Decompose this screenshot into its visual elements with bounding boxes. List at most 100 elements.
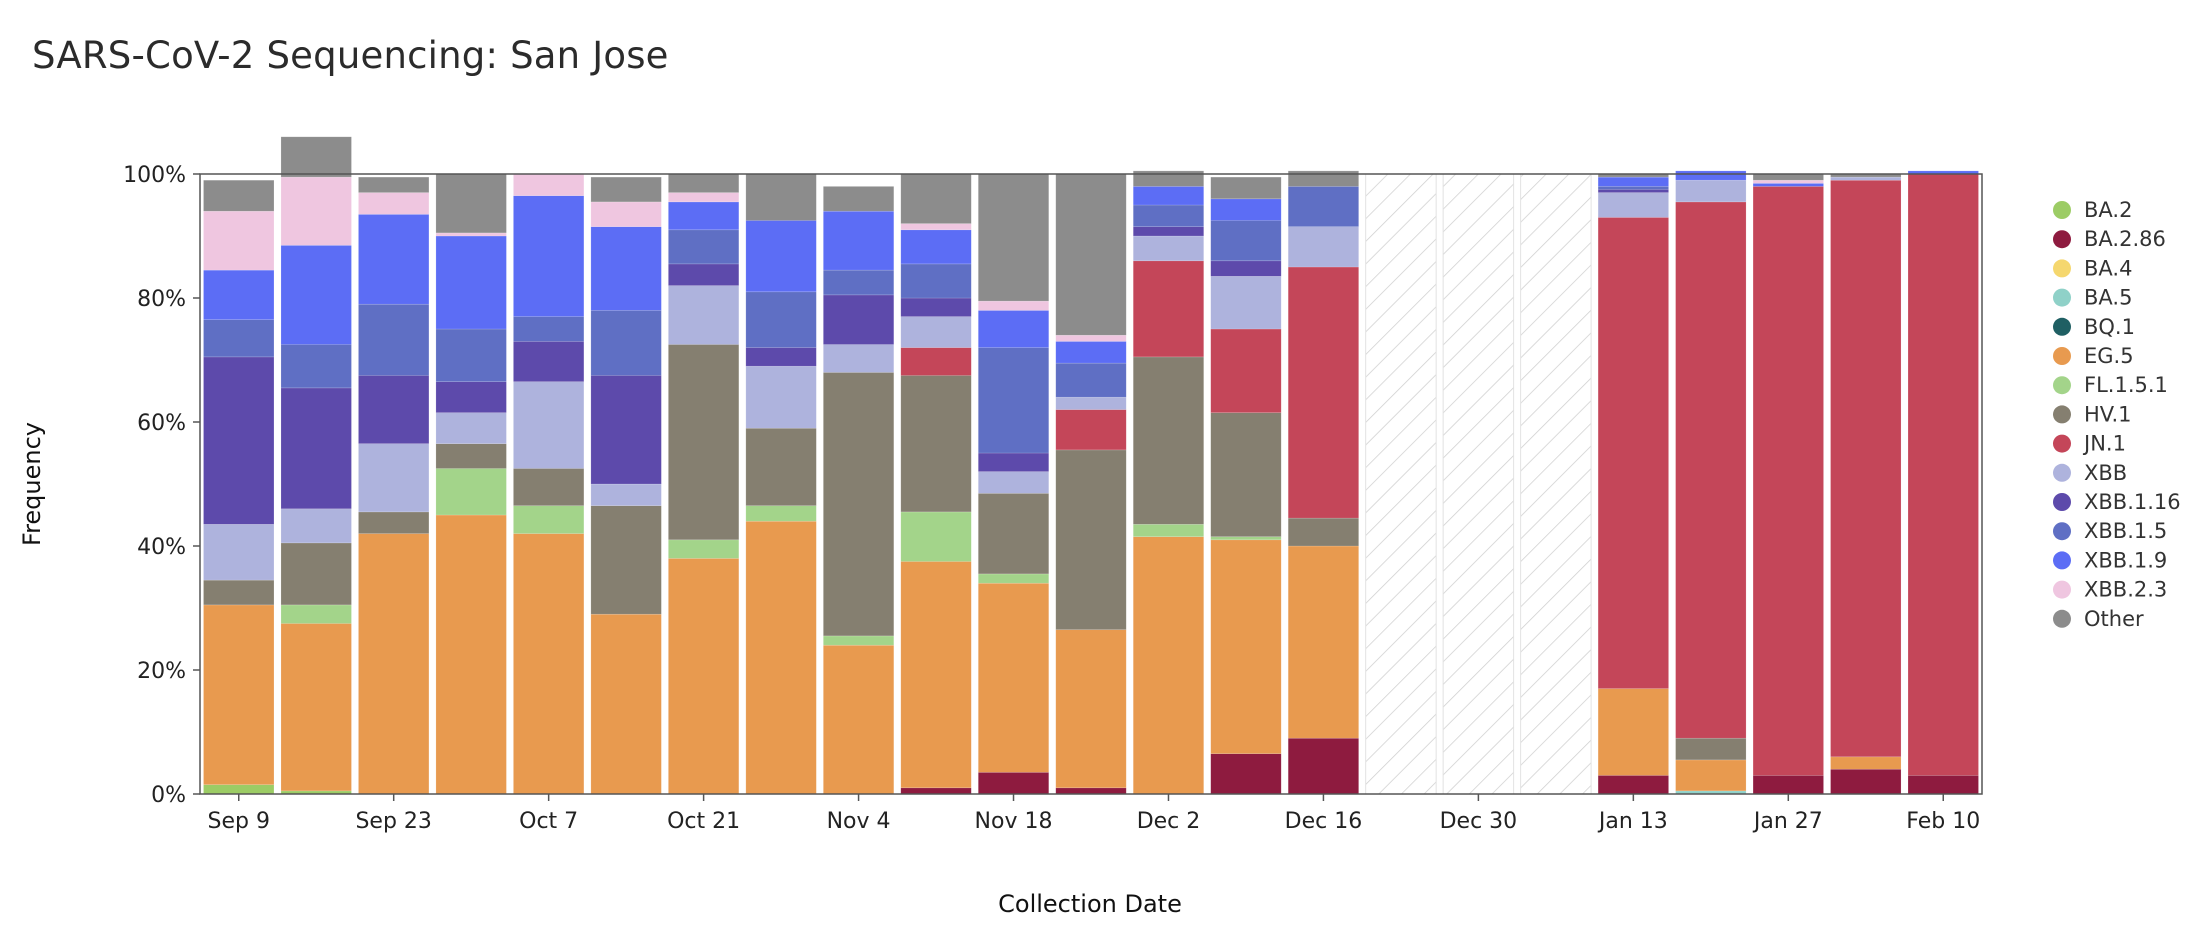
- bar-segment-jn-1-jan-13[interactable]: JN.1 Jan 13: [1597, 217, 1669, 689]
- bar-segment-hv-1-nov-25[interactable]: HV.1 Nov 25: [1055, 449, 1127, 630]
- bar-segment-xbb-dec-16[interactable]: XBB Dec 16: [1287, 226, 1359, 268]
- bar-segment-eg-5-oct-21[interactable]: EG.5 Oct 21: [668, 558, 740, 795]
- bar-segment-xbb-1-5-sep-16[interactable]: XBB.1.5 Sep 16: [280, 344, 352, 389]
- bar-segment-xbb-2-3-jan-27[interactable]: XBB.2.3 Jan 27: [1752, 179, 1824, 184]
- legend-swatch-other[interactable]: [2053, 609, 2071, 628]
- bar-segment-xbb-1-9-sep-30[interactable]: XBB.1.9 Sep 30: [435, 235, 507, 330]
- bar-segment-xbb-1-5-sep-30[interactable]: XBB.1.5 Sep 30: [435, 328, 507, 383]
- bar-segment-xbb-1-5-nov-4[interactable]: XBB.1.5 Nov 4: [823, 269, 895, 296]
- bar-segment-fl-1-5-1-nov-4[interactable]: FL.1.5.1 Nov 4: [823, 635, 895, 646]
- bar-segment-xbb-1-9-oct-21[interactable]: XBB.1.9 Oct 21: [668, 201, 740, 231]
- bar-segment-fl-1-5-1-nov-11[interactable]: FL.1.5.1 Nov 11: [900, 511, 972, 562]
- bar-segment-hv-1-dec-16[interactable]: HV.1 Dec 16: [1287, 517, 1359, 547]
- bar-segment-xbb-1-9-sep-16[interactable]: XBB.1.9 Sep 16: [280, 245, 352, 345]
- bar-segment-eg-5-sep-30[interactable]: EG.5 Sep 30: [435, 514, 507, 795]
- bar-segment-xbb-1-5-jan-13[interactable]: XBB.1.5 Jan 13: [1597, 186, 1669, 190]
- bar-segment-xbb-oct-21[interactable]: XBB Oct 21: [668, 285, 740, 345]
- bar-segment-xbb-nov-25[interactable]: XBB Nov 25: [1055, 396, 1127, 410]
- bar-segment-eg-5-feb-3[interactable]: EG.5 Feb 3: [1830, 756, 1902, 770]
- legend-label-other[interactable]: Other: [2084, 607, 2144, 631]
- bar-segment-hv-1-oct-28[interactable]: HV.1 Oct 28: [745, 427, 817, 507]
- bar-segment-xbb-nov-11[interactable]: XBB Nov 11: [900, 316, 972, 348]
- legend-label-ba-5[interactable]: BA.5: [2084, 286, 2132, 310]
- bar-segment-jn-1-nov-25[interactable]: JN.1 Nov 25: [1055, 409, 1127, 451]
- bar-segment-xbb-2-3-nov-11[interactable]: XBB.2.3 Nov 11: [900, 223, 972, 231]
- legend-label-xbb-1-9[interactable]: XBB.1.9: [2084, 548, 2167, 572]
- legend-label-bq-1[interactable]: BQ.1: [2084, 315, 2135, 339]
- bar-segment-xbb-1-16-jan-13[interactable]: XBB.1.16 Jan 13: [1597, 189, 1669, 193]
- bar-segment-other-oct-28[interactable]: Other Oct 28: [745, 173, 817, 221]
- legend-label-eg-5[interactable]: EG.5: [2084, 344, 2134, 368]
- bar-segment-xbb-1-16-dec-2[interactable]: XBB.1.16 Dec 2: [1132, 226, 1205, 237]
- bar-segment-xbb-1-5-oct-14[interactable]: XBB.1.5 Oct 14: [590, 310, 662, 376]
- legend-label-ba-4[interactable]: BA.4: [2084, 256, 2132, 280]
- bar-segment-other-oct-14[interactable]: Other Oct 14: [590, 176, 662, 203]
- bar-segment-jn-1-dec-2[interactable]: JN.1 Dec 2: [1132, 260, 1205, 358]
- bar-segment-other-sep-30[interactable]: Other Sep 30: [435, 173, 507, 234]
- bar-segment-xbb-1-9-sep-9[interactable]: XBB.1.9 Sep 9: [203, 269, 275, 321]
- bar-segment-hv-1-oct-21[interactable]: HV.1 Oct 21: [668, 344, 740, 541]
- bar-segment-xbb-1-9-jan-13[interactable]: XBB.1.9 Jan 13: [1597, 176, 1669, 187]
- bar-segment-xbb-1-9-nov-18[interactable]: XBB.1.9 Nov 18: [977, 310, 1050, 348]
- legend-swatch-ba-2-86[interactable]: [2053, 230, 2071, 249]
- bar-segment-xbb-2-3-sep-16[interactable]: XBB.2.3 Sep 16: [280, 176, 352, 246]
- bar-segment-xbb-1-16-sep-9[interactable]: XBB.1.16 Sep 9: [203, 356, 275, 525]
- bar-segment-hv-1-sep-16[interactable]: HV.1 Sep 16: [280, 542, 352, 606]
- bar-segment-ba-2-86-nov-18[interactable]: BA.2.86 Nov 18: [977, 771, 1050, 795]
- bar-segment-hv-1-sep-9[interactable]: HV.1 Sep 9: [203, 579, 275, 606]
- bar-segment-xbb-dec-9[interactable]: XBB Dec 9: [1210, 275, 1282, 330]
- bar-segment-xbb-sep-9[interactable]: XBB Sep 9: [203, 523, 275, 581]
- bar-segment-eg-5-nov-18[interactable]: EG.5 Nov 18: [977, 582, 1050, 773]
- bar-segment-xbb-jan-13[interactable]: XBB Jan 13: [1597, 192, 1669, 218]
- legend-label-xbb-1-16[interactable]: XBB.1.16: [2084, 490, 2181, 514]
- bar-segment-eg-5-jan-20[interactable]: EG.5 Jan 20: [1675, 759, 1747, 792]
- bar-segment-fl-1-5-1-dec-2[interactable]: FL.1.5.1 Dec 2: [1132, 523, 1205, 537]
- bar-segment-eg-5-dec-9[interactable]: EG.5 Dec 9: [1210, 539, 1282, 754]
- legend-label-hv-1[interactable]: HV.1: [2084, 402, 2132, 426]
- bar-segment-xbb-1-5-sep-9[interactable]: XBB.1.5 Sep 9: [203, 319, 275, 358]
- bar-segment-xbb-1-9-nov-4[interactable]: XBB.1.9 Nov 4: [823, 210, 895, 271]
- legend-label-ba-2-86[interactable]: BA.2.86: [2084, 227, 2166, 251]
- bar-segment-xbb-oct-7[interactable]: XBB Oct 7: [513, 381, 585, 469]
- bar-segment-other-oct-21[interactable]: Other Oct 21: [668, 173, 740, 193]
- bar-segment-other-nov-11[interactable]: Other Nov 11: [900, 173, 972, 224]
- bar-segment-xbb-1-9-nov-25[interactable]: XBB.1.9 Nov 25: [1055, 341, 1127, 364]
- bar-segment-xbb-1-5-dec-16[interactable]: XBB.1.5 Dec 16: [1287, 186, 1359, 227]
- bar-segment-xbb-oct-14[interactable]: XBB Oct 14: [590, 483, 662, 507]
- bar-segment-xbb-1-16-oct-14[interactable]: XBB.1.16 Oct 14: [590, 375, 662, 485]
- bar-segment-hv-1-nov-4[interactable]: HV.1 Nov 4: [823, 372, 895, 637]
- bar-segment-xbb-1-16-nov-4[interactable]: XBB.1.16 Nov 4: [823, 294, 895, 345]
- bar-segment-fl-1-5-1-oct-7[interactable]: FL.1.5.1 Oct 7: [513, 505, 585, 534]
- bar-segment-xbb-1-16-oct-7[interactable]: XBB.1.16 Oct 7: [513, 341, 585, 382]
- bar-segment-eg-5-jan-13[interactable]: EG.5 Jan 13: [1597, 688, 1669, 776]
- bar-segment-ba-2-86-jan-13[interactable]: BA.2.86 Jan 13: [1597, 775, 1669, 795]
- bar-segment-other-nov-18[interactable]: Other Nov 18: [977, 173, 1050, 302]
- bar-segment-xbb-1-16-sep-16[interactable]: XBB.1.16 Sep 16: [280, 387, 352, 510]
- bar-segment-eg-5-oct-14[interactable]: EG.5 Oct 14: [590, 613, 662, 795]
- bar-segment-eg-5-sep-16[interactable]: EG.5 Sep 16: [280, 623, 352, 792]
- bar-segment-jn-1-feb-3[interactable]: JN.1 Feb 3: [1830, 179, 1902, 758]
- bar-segment-xbb-1-9-oct-28[interactable]: XBB.1.9 Oct 28: [745, 220, 817, 293]
- bar-segment-hv-1-sep-23[interactable]: HV.1 Sep 23: [358, 511, 430, 534]
- bar-segment-ba-2-86-jan-27[interactable]: BA.2.86 Jan 27: [1752, 775, 1824, 795]
- bar-segment-other-dec-9[interactable]: Other Dec 9: [1210, 176, 1282, 200]
- bar-segment-eg-5-dec-16[interactable]: EG.5 Dec 16: [1287, 545, 1359, 739]
- legend-swatch-bq-1[interactable]: [2053, 317, 2071, 336]
- legend-label-fl-1-5-1[interactable]: FL.1.5.1: [2084, 373, 2168, 397]
- bar-segment-xbb-2-3-oct-7[interactable]: XBB.2.3 Oct 7: [513, 173, 585, 197]
- bar-segment-jn-1-dec-16[interactable]: JN.1 Dec 16: [1287, 266, 1359, 519]
- bar-segment-hv-1-dec-9[interactable]: HV.1 Dec 9: [1210, 412, 1282, 538]
- bar-segment-xbb-1-16-oct-21[interactable]: XBB.1.16 Oct 21: [668, 263, 740, 286]
- bar-segment-xbb-1-9-oct-7[interactable]: XBB.1.9 Oct 7: [513, 195, 585, 317]
- bar-segment-xbb-1-5-nov-18[interactable]: XBB.1.5 Nov 18: [977, 347, 1050, 454]
- legend-label-ba-2[interactable]: BA.2: [2084, 198, 2132, 222]
- legend-swatch-xbb-1-9[interactable]: [2053, 551, 2071, 570]
- legend-swatch-hv-1[interactable]: [2053, 405, 2071, 424]
- bar-segment-hv-1-nov-18[interactable]: HV.1 Nov 18: [977, 492, 1050, 575]
- bar-segment-other-dec-16[interactable]: Other Dec 16: [1287, 170, 1359, 187]
- bar-segment-xbb-sep-23[interactable]: XBB Sep 23: [358, 443, 430, 513]
- bar-segment-xbb-1-9-sep-23[interactable]: XBB.1.9 Sep 23: [358, 214, 430, 305]
- bar-segment-xbb-1-9-oct-14[interactable]: XBB.1.9 Oct 14: [590, 226, 662, 311]
- bar-segment-ba-2-86-nov-25[interactable]: BA.2.86 Nov 25: [1055, 787, 1127, 795]
- bar-segment-eg-5-sep-23[interactable]: EG.5 Sep 23: [358, 533, 430, 795]
